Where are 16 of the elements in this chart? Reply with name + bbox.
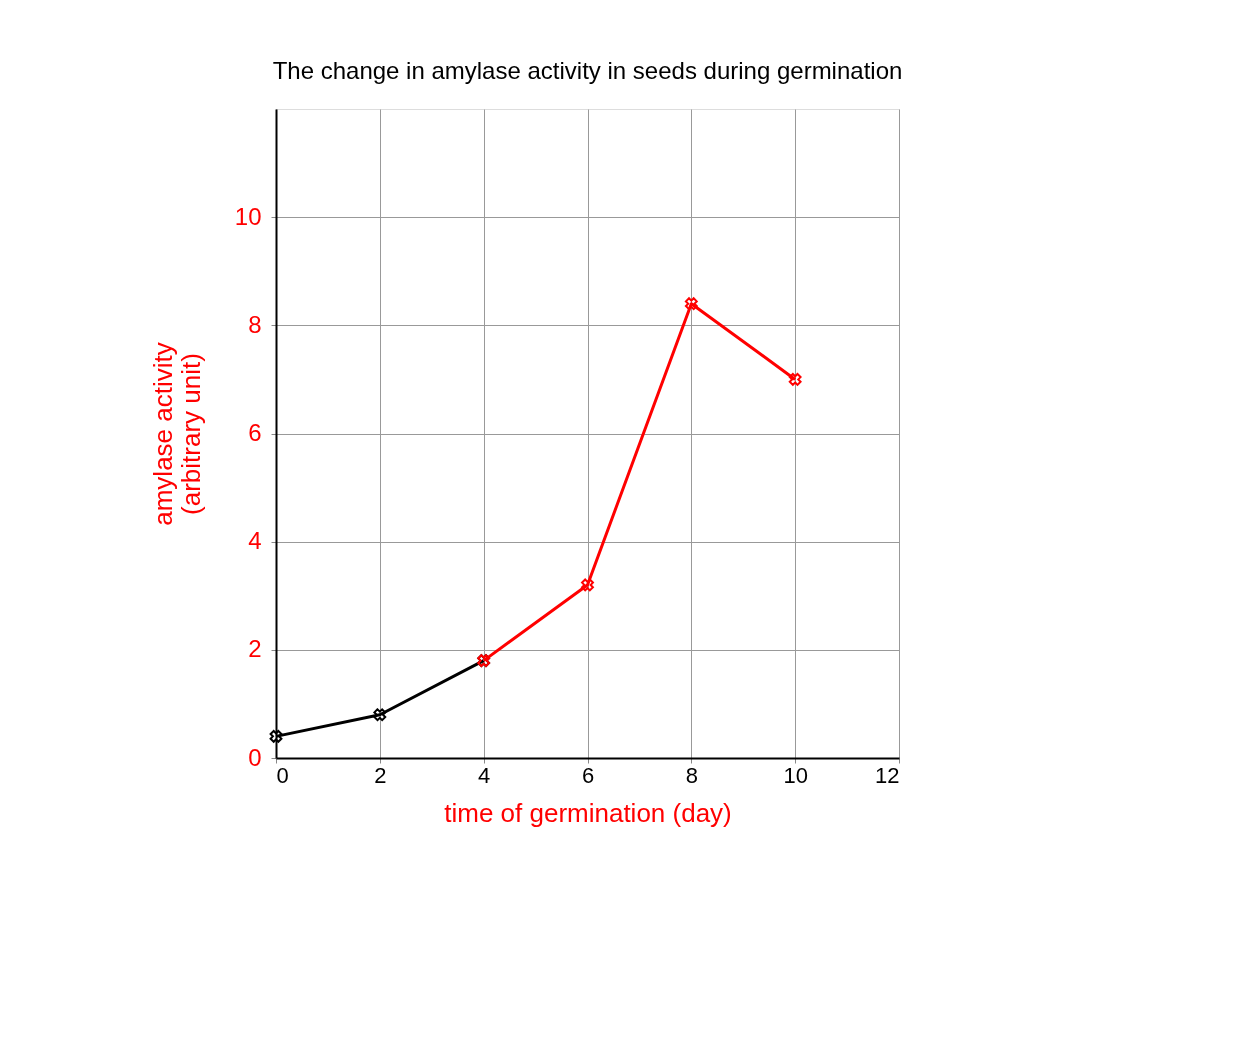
x-tick-label: 0 <box>276 762 289 788</box>
chart-title: The change in amylase activity in seeds during germination <box>272 57 903 84</box>
x-tick-label: 10 <box>783 762 808 788</box>
y-tick-label: 8 <box>248 310 262 338</box>
x-tick-label: 12 <box>875 762 900 788</box>
y-tick-label: 2 <box>248 635 262 663</box>
y-axis-title: amylase activity (arbitrary unit) <box>147 342 206 526</box>
y-tick-label: 0 <box>248 743 262 771</box>
x-tick-label: 2 <box>374 762 387 788</box>
x-tick-label: 4 <box>478 762 491 788</box>
x-tick-label: 8 <box>685 762 698 788</box>
y-tick-label: 4 <box>248 527 262 555</box>
x-axis-title: time of germination (day) <box>444 797 732 828</box>
y-tick-label: 10 <box>234 202 262 230</box>
y-tick-label: 6 <box>248 419 262 446</box>
x-tick-label: 6 <box>581 762 595 788</box>
